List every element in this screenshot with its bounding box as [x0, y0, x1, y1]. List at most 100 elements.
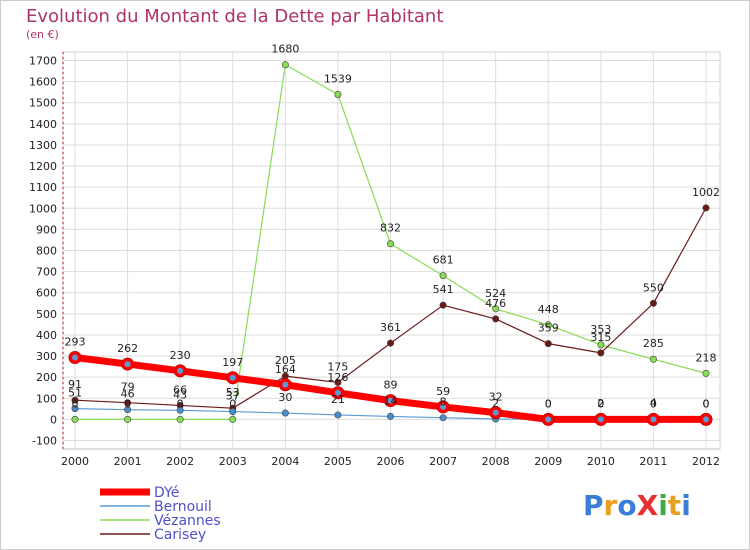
data-label: 59 [436, 385, 450, 398]
x-tick-label: 2006 [377, 455, 405, 468]
data-point [334, 411, 342, 419]
data-label: 32 [489, 391, 503, 404]
data-label: 0 [177, 397, 184, 410]
data-point [702, 369, 710, 377]
data-label: 0 [703, 397, 710, 410]
logo-text: ProXiti [583, 489, 691, 522]
y-tick-label: 1200 [29, 160, 57, 173]
data-point [386, 240, 394, 248]
y-tick-label: 700 [36, 266, 57, 279]
data-point [124, 399, 132, 407]
x-tick-label: 2009 [534, 455, 562, 468]
y-tick-label: 1600 [29, 76, 57, 89]
y-tick-label: 200 [36, 371, 57, 384]
y-tick-label: 400 [36, 329, 57, 342]
data-point [439, 272, 447, 280]
data-label: 164 [275, 363, 296, 376]
data-point [649, 299, 657, 307]
data-label: 79 [121, 381, 135, 394]
data-point-inner [703, 416, 709, 423]
data-label: 0 [229, 397, 236, 410]
data-label: 89 [384, 379, 398, 392]
data-point [281, 61, 289, 69]
data-label: 0 [703, 397, 710, 410]
y-tick-label: 500 [36, 308, 57, 321]
data-label: 832 [380, 222, 401, 235]
data-point [124, 415, 132, 423]
grid [62, 51, 721, 450]
y-tick-label: 600 [36, 287, 57, 300]
x-tick-label: 2011 [639, 455, 667, 468]
data-point [71, 396, 79, 404]
data-label: 681 [433, 254, 454, 267]
data-label: 2 [492, 397, 499, 410]
data-label: 175 [327, 360, 348, 373]
chart-subtitle: (en €) [26, 28, 59, 41]
data-point [492, 305, 500, 313]
data-point-inner [597, 416, 604, 423]
data-label: 51 [68, 387, 82, 400]
data-point-inner [440, 403, 447, 410]
y-tick-label: 1700 [29, 55, 57, 68]
legend-label: Vézannes [154, 513, 221, 529]
data-label: 550 [643, 281, 664, 294]
data-label: 218 [696, 351, 717, 364]
data-label: 361 [380, 321, 401, 334]
data-point [229, 408, 237, 416]
x-tick-label: 2004 [271, 455, 299, 468]
data-label: 315 [590, 331, 611, 344]
data-label: 230 [170, 349, 191, 362]
data-label: 66 [173, 383, 187, 396]
data-label: 285 [643, 337, 664, 350]
data-point [597, 349, 605, 357]
data-label: 8 [440, 396, 447, 409]
data-point [702, 204, 710, 212]
data-point [334, 378, 342, 386]
proxiti-logo: ProXiti [583, 489, 691, 522]
x-tick-label: 2007 [429, 455, 457, 468]
data-point-inner [387, 397, 394, 404]
data-point [71, 415, 79, 423]
data-label: 205 [275, 354, 296, 367]
data-point [439, 301, 447, 309]
data-label: 262 [117, 342, 138, 355]
data-label: 0 [72, 397, 79, 410]
data-point [544, 340, 552, 348]
data-point [544, 321, 552, 329]
data-point-inner [177, 367, 184, 374]
x-tick-label: 2002 [166, 455, 194, 468]
data-label: 197 [222, 356, 243, 369]
data-point [386, 339, 394, 347]
data-label: 353 [590, 323, 611, 336]
data-label: 448 [538, 303, 559, 316]
data-label: 91 [68, 378, 82, 391]
x-tick-label: 2010 [587, 455, 615, 468]
data-point [386, 412, 394, 420]
data-label: 0 [545, 397, 552, 410]
data-point-inner [282, 381, 289, 388]
x-tick-label: 2000 [61, 455, 89, 468]
y-tick-label: 1100 [29, 181, 57, 194]
x-tick-label: 2003 [219, 455, 247, 468]
data-label: 2 [597, 397, 604, 410]
legend-label: Carisey [154, 527, 206, 543]
legend-label: DYé [154, 485, 179, 501]
data-point-inner [492, 409, 499, 416]
x-tick-label: 2001 [114, 455, 142, 468]
data-label: 293 [65, 336, 86, 349]
data-point [176, 406, 184, 414]
y-tick-label: 0 [50, 413, 57, 426]
data-point [492, 315, 500, 323]
data-point [281, 409, 289, 417]
data-label: 126 [327, 371, 348, 384]
x-tick-label: 2005 [324, 455, 352, 468]
data-label: 43 [173, 388, 187, 401]
data-label: 0 [545, 397, 552, 410]
data-point [71, 405, 79, 413]
data-label: 0 [650, 397, 657, 410]
data-label: 524 [485, 287, 506, 300]
data-label: 46 [121, 388, 135, 401]
data-label: 0 [597, 397, 604, 410]
